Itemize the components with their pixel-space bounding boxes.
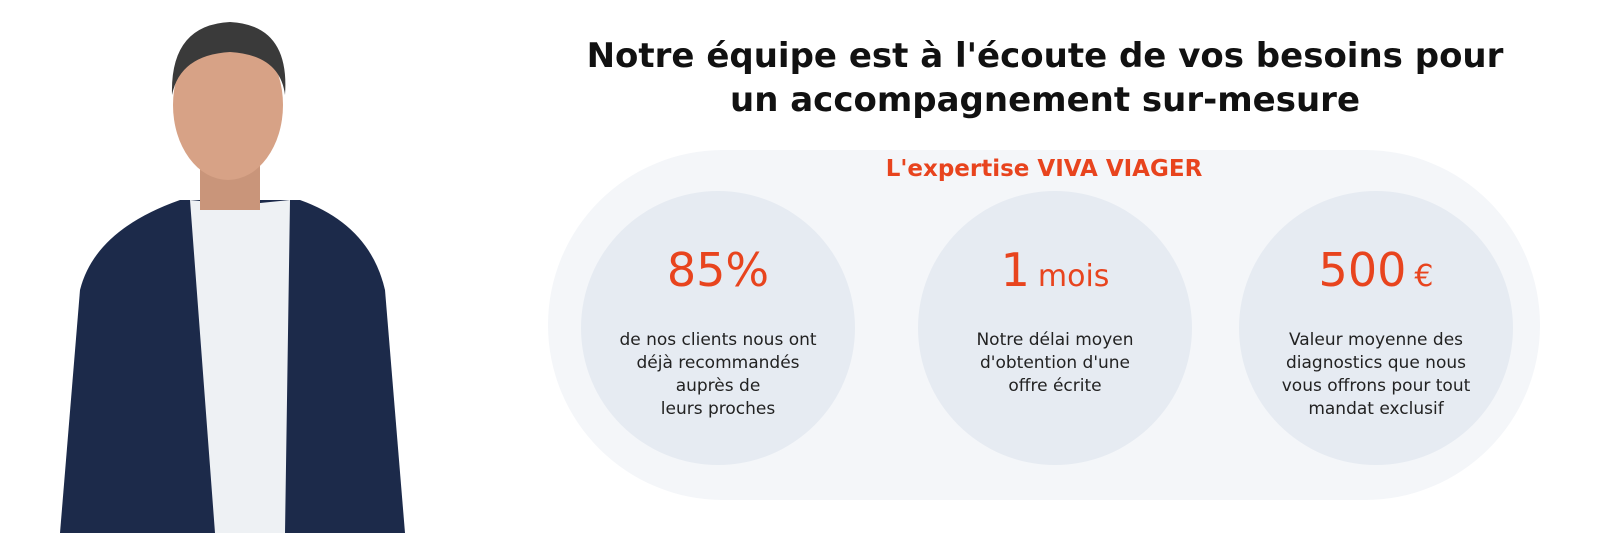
stat-description: Valeur moyenne des diagnostics que nous vo… [1239,329,1513,421]
description-line: d'obtention d'une [980,353,1130,373]
description-line: leurs proches [660,399,776,419]
title: Notre équipe est à l'écoute de vos besoi… [586,36,1504,120]
stat-circle: 85% de nos clients nous ont déjà recommand… [581,191,855,465]
description-line: Valeur moyenne des [1288,330,1464,350]
description-line: auprès de [675,376,761,396]
portrait [60,22,405,533]
stat-circle: 500 € Valeur moyenne des diagnostics que no… [1239,191,1513,465]
stat-number: 1 [1000,243,1030,297]
description-line: vous offrons pour tout [1281,376,1471,396]
stat-description: de nos clients nous ont déjà recommandés a… [581,329,855,421]
description-line: mandat exclusif [1308,399,1444,419]
subtitle: L'expertise VIVA VIAGER [885,156,1203,182]
description-line: offre écrite [1008,376,1102,396]
stat-figure: 500 € [1239,243,1513,297]
stat-description: Notre délai moyen d'obtention d'une offre … [918,329,1192,398]
stat-unit: € [1414,259,1434,294]
stat-unit: mois [1037,259,1110,294]
description-line: de nos clients nous ont [619,330,817,350]
description-line: déjà recommandés [636,353,800,373]
stat-figure: 1 mois [918,243,1192,297]
description-line: Notre délai moyen [976,330,1134,350]
stat-number: 85% [666,243,770,297]
stat-number: 500 [1318,243,1407,297]
stat-circle: 1 mois Notre délai moyen d'obtention d'une o… [918,191,1192,465]
stat-figure: 85% [581,243,855,297]
description-line: diagnostics que nous [1286,353,1466,373]
